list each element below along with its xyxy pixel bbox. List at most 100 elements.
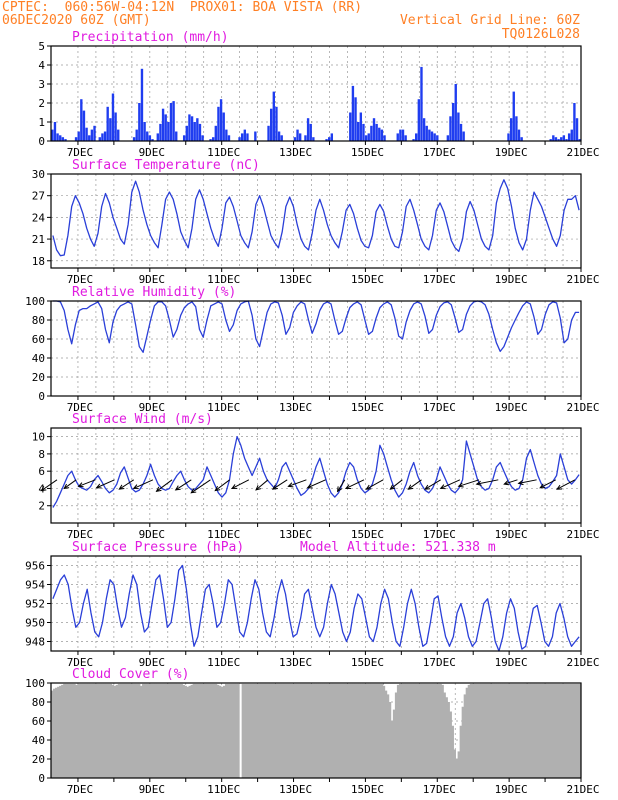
cloud-bar: [380, 683, 384, 778]
precip-bar: [90, 129, 94, 141]
precip-bar: [74, 137, 78, 141]
precip-bar: [246, 133, 249, 141]
wind-arrow-head: [63, 483, 70, 490]
cloud-bar: [564, 683, 568, 778]
cloud-bar: [322, 683, 325, 778]
panel-title: Surface Wind (m/s): [72, 412, 213, 427]
cloud-bar: [69, 683, 72, 778]
precip-bar: [61, 137, 65, 141]
wind-arrow: [408, 479, 422, 490]
precip-bar: [85, 127, 88, 141]
cloud-bar: [487, 683, 491, 778]
cloud-bar: [358, 683, 361, 778]
cloud-bar: [226, 683, 230, 778]
x-tick-label: 13DEC: [279, 656, 312, 669]
panel-frame: [50, 682, 582, 779]
cloud-bar: [552, 683, 556, 778]
panel-title: Precipitation (mm/h): [72, 30, 229, 45]
x-tick-label: 15DEC: [351, 656, 384, 669]
cloud-bar: [368, 683, 372, 778]
header-model: TQ0126L028: [501, 27, 580, 42]
cloud-bar: [311, 683, 315, 778]
cloud-bar: [172, 683, 175, 778]
y-tick-label: 4: [38, 59, 45, 72]
cloud-bar: [137, 683, 141, 778]
y-tick-label: 4: [38, 482, 45, 495]
cloud-bar: [560, 683, 564, 778]
x-tick-label: 11DEC: [207, 783, 240, 796]
cloud-bar: [117, 683, 121, 778]
cloud-bar: [176, 683, 179, 778]
precip-bar: [280, 135, 283, 141]
cloud-bar: [222, 685, 226, 778]
precip-bar: [82, 110, 86, 141]
y-tick-label: 8: [38, 448, 45, 461]
precip-bar: [243, 129, 246, 141]
cloud-bar: [568, 683, 572, 778]
series-line: [52, 300, 580, 353]
cloud-bar: [148, 683, 151, 778]
cloud-bar: [461, 706, 465, 778]
cloud-bar: [224, 683, 228, 778]
x-tick-label: 11DEC: [207, 273, 240, 286]
cloud-bar: [546, 683, 550, 778]
cloud-bar: [445, 697, 448, 778]
cloud-bar: [390, 721, 394, 778]
precip-bar: [573, 103, 576, 141]
precip-bar: [190, 116, 194, 141]
x-tick-label: 19DEC: [495, 783, 528, 796]
cloud-bar: [376, 683, 380, 778]
series-line: [52, 179, 580, 257]
wind-arrow: [476, 479, 499, 485]
x-tick-label: 7DEC: [67, 146, 94, 159]
cloud-bar: [396, 684, 400, 778]
precip-bar: [56, 133, 59, 141]
x-tick-label: 9DEC: [139, 146, 166, 159]
cloud-bar: [566, 683, 570, 778]
cloud-bar: [483, 683, 487, 778]
cloud-bar: [427, 683, 430, 778]
cloud-bar: [540, 683, 543, 778]
cloud-bar: [366, 683, 369, 778]
cloud-bar: [320, 683, 323, 778]
cloud-bar: [544, 683, 548, 778]
cloud-bar: [370, 683, 374, 778]
cloud-bar: [95, 683, 98, 778]
x-tick-label: 9DEC: [139, 783, 166, 796]
precip-bar: [269, 108, 273, 141]
cloud-bar: [518, 683, 521, 778]
precip-bar: [161, 108, 165, 141]
x-tick-label: 17DEC: [423, 273, 456, 286]
x-tick-label: 17DEC: [423, 146, 456, 159]
cloud-bar: [554, 683, 558, 778]
panel-title: Surface Temperature (nC): [72, 158, 260, 173]
precip-bar: [399, 129, 402, 141]
wind-arrow: [231, 479, 250, 489]
precip-bar: [560, 137, 563, 141]
cloud-bar: [196, 683, 200, 778]
cloud-bar: [498, 683, 501, 778]
x-tick-label: 19DEC: [495, 146, 528, 159]
precip-bar: [167, 122, 170, 141]
cloud-bar: [435, 683, 438, 778]
cloud-bar: [524, 683, 527, 778]
cloud-bar: [265, 683, 268, 778]
cloud-bar: [214, 683, 218, 778]
precip-bar: [383, 135, 386, 141]
y-tick-label: 20: [32, 753, 45, 766]
wind-arrow-head: [439, 484, 446, 490]
precip-bar: [209, 139, 212, 141]
precip-bar: [509, 118, 513, 141]
x-tick-label: 13DEC: [279, 528, 312, 541]
cloud-bar: [115, 684, 119, 778]
y-tick-label: 948: [25, 636, 45, 649]
cloud-bar: [273, 683, 276, 778]
cloud-bar: [237, 683, 240, 778]
cloud-bar: [522, 683, 525, 778]
precip-bar: [143, 122, 146, 141]
cloud-bar: [485, 683, 489, 778]
cloud-bar: [257, 683, 260, 778]
cloud-bar: [576, 683, 580, 778]
cloud-bar: [85, 683, 88, 778]
x-tick-label: 17DEC: [423, 401, 456, 414]
